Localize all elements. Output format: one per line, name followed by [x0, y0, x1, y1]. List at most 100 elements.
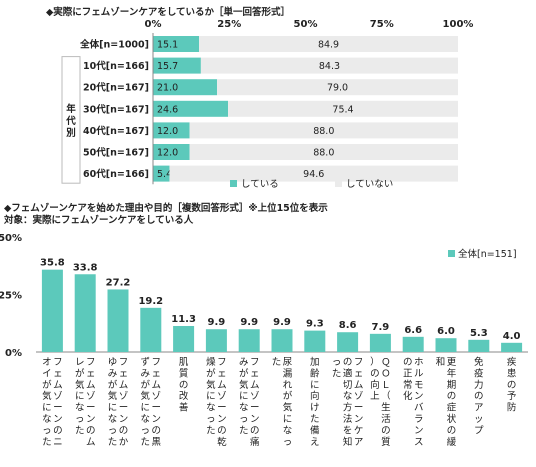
chart-participation: 0% 25% 50% 75% 100% 年代別 全体[n=1000] 15.1 84.9 10代[… [61, 19, 474, 190]
data-label: 75.4 [332, 104, 353, 115]
chart2-subtitle: 対象：実際にフェムゾーンケアをしている人 [4, 215, 194, 226]
bar [238, 329, 260, 352]
data-label: 9.9 [273, 317, 291, 328]
age-group-label: 代 [65, 115, 76, 127]
data-label: 9.9 [208, 317, 226, 328]
data-label: 12.0 [157, 148, 178, 159]
bar-doing [153, 57, 201, 74]
category-label: 疾患の予防 [507, 356, 517, 414]
bar [402, 336, 424, 352]
bar [173, 326, 195, 352]
y-tick-label: 0% [5, 348, 22, 359]
age-group-bracket [61, 56, 81, 184]
bar-not-doing [228, 100, 458, 117]
data-label: 6.6 [404, 325, 422, 336]
category-label: フェムゾーンの黒ずみが気になった [141, 357, 162, 448]
category-label: 20代[n=167] [83, 82, 149, 94]
x-tick-label: 0% [145, 19, 162, 30]
bar [41, 269, 63, 352]
data-label: 5.4 [157, 169, 172, 180]
data-label: 5.3 [470, 328, 488, 339]
chart1-title: ◆実際にフェムゾーンケアをしているか［単一回答形式］ [46, 7, 291, 18]
category-label: 肌質の改善 [179, 357, 189, 414]
legend-swatch [230, 180, 237, 187]
x-tick-label: 25% [217, 19, 241, 30]
data-label: 6.0 [437, 326, 455, 337]
bar-not-doing [200, 57, 458, 74]
data-label: 15.1 [157, 40, 178, 51]
data-label: 12.0 [157, 126, 178, 137]
bar [74, 274, 96, 352]
category-label: フェムゾーンの乾燥が気になった [206, 357, 227, 448]
data-label: 7.9 [372, 322, 390, 333]
legend-label: している [241, 179, 279, 190]
data-label: 19.2 [138, 296, 163, 307]
bar [468, 339, 490, 352]
bar-doing [153, 165, 170, 182]
age-group-label: 年 [66, 103, 76, 115]
y-tick-label: 25% [0, 291, 22, 302]
x-tick-label: 50% [294, 19, 318, 30]
data-label: 33.8 [73, 262, 98, 273]
chart2-title: ◆フェムゾーンケアを始めた理由や目的［複数回答形式］※上位15位を表示 [4, 203, 328, 214]
bar [205, 329, 227, 352]
data-label: 9.9 [240, 317, 258, 328]
data-label: 4.0 [503, 331, 521, 342]
bar [435, 338, 457, 352]
category-label: フェムゾーンのかゆみが気になった [108, 357, 129, 448]
category-label: 全体[n=1000] [79, 39, 149, 51]
bar [369, 333, 391, 352]
bar-doing [153, 144, 190, 160]
legend-label: していない [346, 179, 393, 190]
category-label: 60代[n=166] [83, 168, 149, 180]
bar [337, 332, 359, 352]
category-label: フェムゾーンの痛みが気になった [239, 357, 260, 448]
category-label: 50代[n=167] [83, 147, 149, 159]
chart-reasons: 0% 25% 50% 35.8 フェムゾーンのニオイが気になった 33.8 フェムゾーンのム… [0, 233, 528, 448]
bar-doing [153, 100, 229, 117]
category-label: ＱＯＬ（生活の質）の向上 [370, 356, 391, 448]
category-label: 更年期の症状の緩和 [436, 357, 457, 448]
data-label: 84.3 [319, 61, 340, 72]
bar-not-doing [217, 79, 458, 96]
data-label: 79.0 [327, 83, 348, 94]
category-label: 加齢に向けた備え [310, 357, 320, 448]
data-label: 9.3 [306, 319, 324, 330]
category-label: フェムゾーンケアの適切な方法を知った [332, 357, 364, 448]
bar-doing [153, 79, 218, 96]
bar-doing [153, 36, 200, 52]
bar [304, 330, 326, 352]
data-label: 88.0 [313, 148, 334, 159]
legend-swatch [335, 180, 342, 187]
bar-doing [153, 122, 190, 139]
data-label: 24.6 [157, 104, 178, 115]
age-group-label: 別 [65, 127, 76, 139]
data-label: 84.9 [318, 40, 339, 51]
bar-not-doing [199, 36, 458, 52]
data-label: 35.8 [40, 258, 65, 269]
category-label: 尿漏れが気になった [272, 357, 293, 448]
bar [107, 289, 129, 352]
x-tick-label: 75% [370, 19, 394, 30]
category-label: 免疫力のアップ [474, 356, 484, 436]
x-tick-label: 100% [443, 19, 474, 30]
y-tick-label: 50% [0, 233, 22, 244]
category-label: フェムゾーンのニオイが気になった [42, 357, 63, 448]
bar-not-doing [189, 122, 458, 139]
bar-not-doing [169, 165, 458, 182]
bar-not-doing [189, 144, 458, 160]
data-label: 21.0 [157, 83, 178, 94]
data-label: 15.7 [157, 61, 178, 72]
bar [271, 329, 293, 352]
category-label: ホルモンバランスの正常化 [403, 357, 424, 448]
data-label: 27.2 [106, 277, 131, 288]
legend-swatch [448, 250, 455, 257]
bar [140, 307, 162, 352]
legend-label: 全体[n=151] [458, 248, 517, 260]
category-label: フェムゾーンのムレが気になった [75, 357, 96, 448]
bar [501, 342, 523, 352]
data-label: 11.3 [171, 314, 196, 325]
data-label: 94.6 [303, 169, 324, 180]
data-label: 8.6 [339, 320, 357, 331]
category-label: 40代[n=167] [83, 125, 149, 137]
